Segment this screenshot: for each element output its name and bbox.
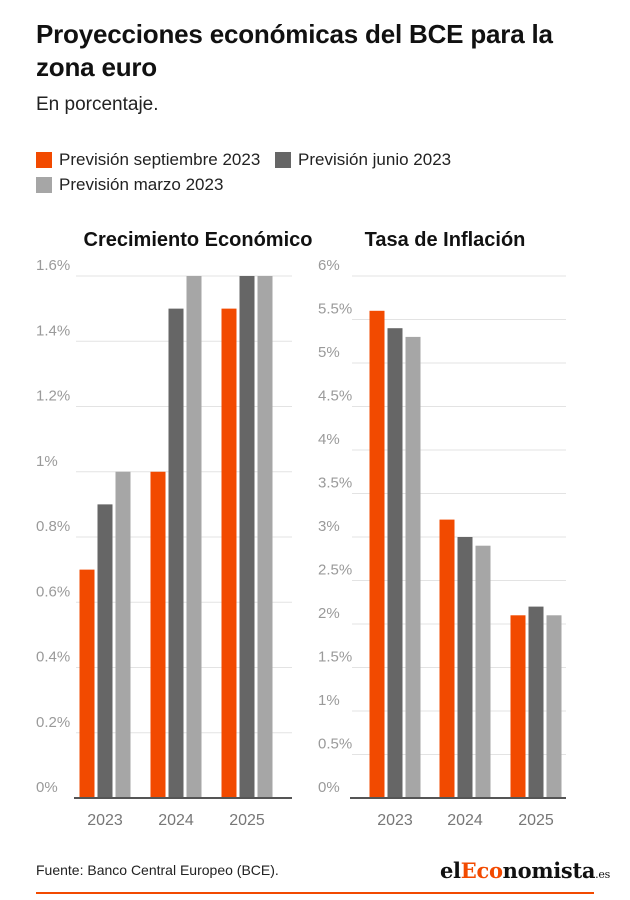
growth-ytick-label: 1.2% [36,388,70,405]
growth-panel-title: Crecimiento Económico [84,229,313,251]
inflation-bar-2023-series-0 [369,310,385,798]
bottom-rule [36,892,594,894]
growth-bar-2024-series-2 [186,276,202,798]
growth-xtick-label: 2023 [87,812,123,829]
legend-label-june: Previsión junio 2023 [298,150,452,169]
brand-tld: .es [595,868,610,881]
growth-bar-2024-series-1 [168,308,184,798]
inflation-xtick-label: 2023 [377,812,413,829]
growth-bar-2025-series-1 [239,276,255,798]
growth-xtick-label: 2024 [158,812,194,829]
inflation-bar-2023-series-1 [387,328,403,798]
inflation-xtick-label: 2024 [447,812,483,829]
growth-bar-2025-series-2 [257,276,273,798]
inflation-ytick-label: 5% [318,344,340,361]
brand-prefix: el [440,858,461,883]
legend: Previsión septiembre 2023 Previsión juni… [36,148,596,198]
legend-swatch-september [36,152,52,168]
brand-highlight: Eco [460,858,503,883]
inflation-bar-2024-series-1 [457,537,473,798]
inflation-ytick-label: 1.5% [318,649,352,666]
inflation-bar-2024-series-2 [475,545,491,798]
inflation-bar-2025-series-1 [528,606,544,798]
inflation-ytick-label: 6% [318,257,340,274]
inflation-xtick-label: 2025 [518,812,554,829]
growth-ytick-label: 1.6% [36,257,70,274]
legend-swatch-june [275,152,292,168]
chart-subtitle: En porcentaje. [36,94,159,115]
growth-bar-2023-series-0 [79,569,95,798]
inflation-ytick-label: 0% [318,779,340,796]
inflation-ytick-label: 3.5% [318,475,352,492]
inflation-ytick-label: 4% [318,431,340,448]
inflation-bar-2025-series-2 [546,615,562,798]
chart-title: Proyecciones económicas del BCE para la … [36,19,553,82]
growth-bar-2023-series-2 [115,471,131,798]
inflation-ytick-label: 3% [318,518,340,535]
growth-ytick-label: 0% [36,779,58,796]
inflation-ytick-label: 2% [318,605,340,622]
legend-label-march: Previsión marzo 2023 [59,175,224,194]
growth-ytick-label: 0.6% [36,583,70,600]
growth-ytick-label: 1.4% [36,322,70,339]
growth-ytick-label: 0.8% [36,518,70,535]
legend-item-september: Previsión septiembre 2023 [36,148,260,172]
inflation-ytick-label: 2.5% [318,562,352,579]
growth-bar-2025-series-0 [221,308,237,798]
source-note: Fuente: Banco Central Europeo (BCE). [36,862,279,878]
inflation-bar-2024-series-0 [439,519,455,798]
growth-xtick-label: 2025 [229,812,265,829]
inflation-ytick-label: 1% [318,692,340,709]
inflation-bar-2023-series-2 [405,336,421,798]
inflation-ytick-label: 0.5% [318,736,352,753]
legend-item-march: Previsión marzo 2023 [36,173,223,197]
growth-bar-2024-series-0 [150,471,166,798]
inflation-ytick-label: 5.5% [318,301,352,318]
legend-item-june: Previsión junio 2023 [275,148,451,172]
legend-label-september: Previsión septiembre 2023 [59,150,261,169]
growth-bar-2023-series-1 [97,504,113,798]
brand-rest: nomista [502,858,596,883]
growth-ytick-label: 1% [36,453,58,470]
inflation-bar-2025-series-0 [510,615,526,798]
inflation-panel-title: Tasa de Inflación [365,229,526,251]
growth-ytick-label: 0.2% [36,714,70,731]
inflation-ytick-label: 4.5% [318,388,352,405]
growth-ytick-label: 0.4% [36,649,70,666]
brand-logo: elEconomista.es [440,858,610,883]
legend-swatch-march [36,177,52,193]
